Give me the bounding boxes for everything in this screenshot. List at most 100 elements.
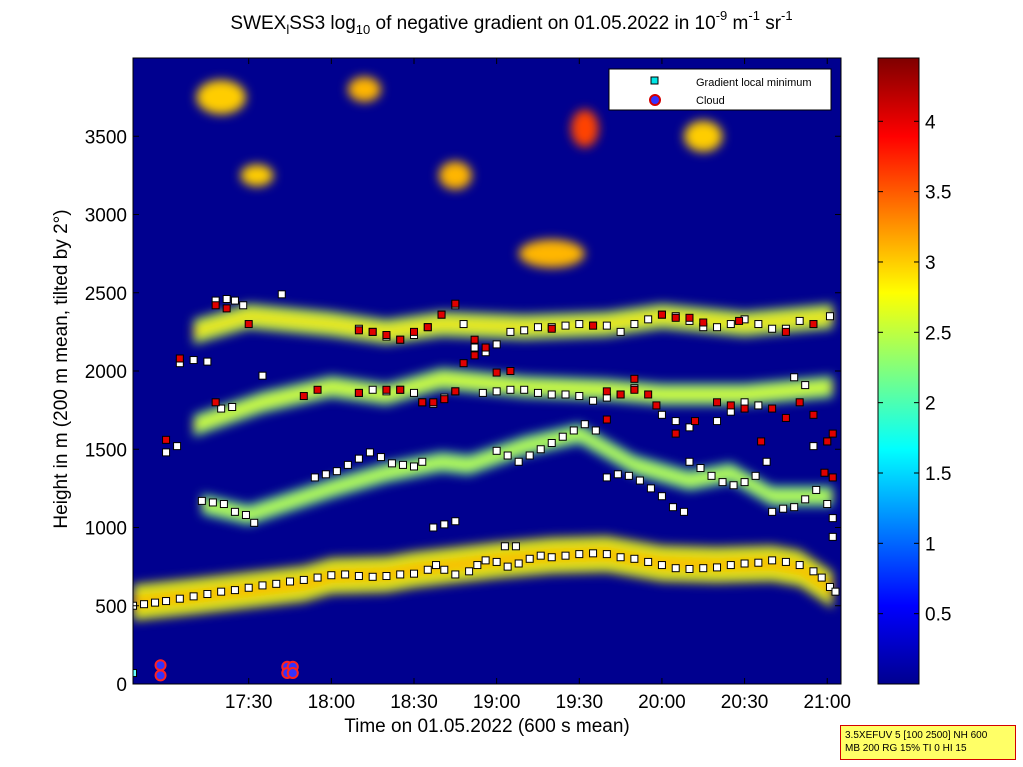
gradient-min-marker-red [809,320,818,329]
x-tick-label: 19:00 [473,692,521,713]
gradient-min-marker [801,495,810,504]
gradient-min-marker [140,600,149,609]
gradient-min-marker [520,385,529,394]
gradient-min-marker-red [368,327,377,336]
gradient-min-marker [685,423,694,432]
gradient-min-marker [272,579,281,588]
gradient-min-marker [762,457,771,466]
cloud-marker [154,659,167,672]
gradient-min-marker [671,417,680,426]
legend-circle-icon [649,94,661,106]
gradient-min-marker-red [809,410,818,419]
title-sub-1: l [286,22,290,37]
colorbar-gradient [877,57,920,685]
gradient-min-marker-red [470,351,479,360]
gradient-min-marker-red [396,385,405,394]
gradient-min-marker [321,470,330,479]
gradient-min-marker-red [768,404,777,413]
gradient-min-marker [616,327,625,336]
colorbar: 0.5 1 1.5 2 2.5 3 3.5 4 [877,57,951,685]
gradient-min-marker [754,320,763,329]
gradient-min-marker [514,457,523,466]
title-sub-2: 10 [355,22,371,37]
gradient-min-marker [409,569,418,578]
gradient-min-marker-red [823,437,832,446]
gradient-min-marker-red [492,368,501,377]
x-axis-label: Time on 01.05.2022 (600 s mean) [344,716,630,737]
gradient-min-marker [473,561,482,570]
gradient-min-marker [396,570,405,579]
gradient-min-marker [481,556,490,565]
gradient-min-marker-red [630,374,639,383]
gradient-min-marker-red [481,343,490,352]
gradient-min-marker [575,392,584,401]
gradient-min-marker [580,420,589,429]
gradient-min-marker [754,401,763,410]
heatmap-layer-2 [193,367,833,437]
gradient-min-marker [707,471,716,480]
gradient-min-marker-red [757,437,766,446]
gradient-min-marker-red [506,367,515,375]
gradient-min-marker [790,373,799,382]
chart-title: SWEXlSS3 log10 of negative gradient on 0… [0,8,1023,37]
gradient-min-marker [365,448,374,457]
gradient-min-marker [657,410,666,419]
gradient-min-marker [299,575,308,584]
gradient-min-marker-red [313,385,322,394]
heatmap-layer-core-2 [193,374,833,431]
gradient-min-marker [817,573,826,582]
gradient-min-marker [189,592,198,601]
gradient-min-marker [354,454,363,463]
legend-square-icon [650,76,659,85]
gradient-min-marker [569,426,578,435]
colorbar-tick-label: 3 [925,253,936,274]
gradient-min-marker [768,507,777,516]
legend: Gradient local minimum Cloud [608,68,832,111]
gradient-min-marker [492,340,501,349]
gradient-min-marker [203,590,212,599]
gradient-min-marker [341,570,350,579]
gradient-min-marker [313,573,322,582]
gradient-min-marker [451,517,460,526]
gradient-min-marker [440,565,449,574]
gradient-min-marker [828,514,837,523]
gradient-min-marker [514,559,523,568]
title-sup-2: -1 [748,8,760,23]
gradient-min-marker [699,564,708,573]
gradient-min-marker [726,561,735,570]
gradient-min-marker [398,460,407,469]
gradient-min-marker [635,476,644,485]
gradient-min-marker [657,492,666,501]
y-axis-label: Height in m (200 m mean, tilted by 2°) [51,209,72,529]
title-sup-3: -1 [781,8,793,23]
gradient-min-marker [823,500,832,509]
gradient-min-marker [151,598,160,607]
gradient-min-marker [244,583,253,592]
gradient-min-marker [768,556,777,565]
gradient-min-marker [432,561,441,570]
y-tick-label: 2000 [85,362,127,383]
gradient-min-marker-red [726,401,735,410]
gradient-min-marker [511,542,520,551]
gradient-min-marker [679,507,688,516]
gradient-min-marker [781,557,790,566]
title-sup-1: -9 [715,8,728,23]
gradient-min-marker-red [418,398,427,407]
gradient-min-marker [368,385,377,394]
gradient-min-marker [575,320,584,329]
gradient-min-marker [602,321,611,330]
gradient-min-marker-red [423,323,432,332]
y-tick-label: 3000 [85,206,127,227]
gradient-min-marker [828,532,837,541]
gradient-min-marker-red [699,318,708,327]
gradient-min-marker-red [657,310,666,319]
heatmap-blob-0 [196,79,246,115]
gradient-min-marker [343,460,352,469]
gradient-min-marker [795,561,804,570]
gradient-min-marker [175,594,184,603]
gradient-min-marker [219,500,228,509]
gradient-min-marker [812,485,821,494]
colorbar-tick-label: 4 [925,112,936,133]
gradient-min-marker-red [547,324,556,333]
heatmap-layer-core-0 [133,546,833,610]
